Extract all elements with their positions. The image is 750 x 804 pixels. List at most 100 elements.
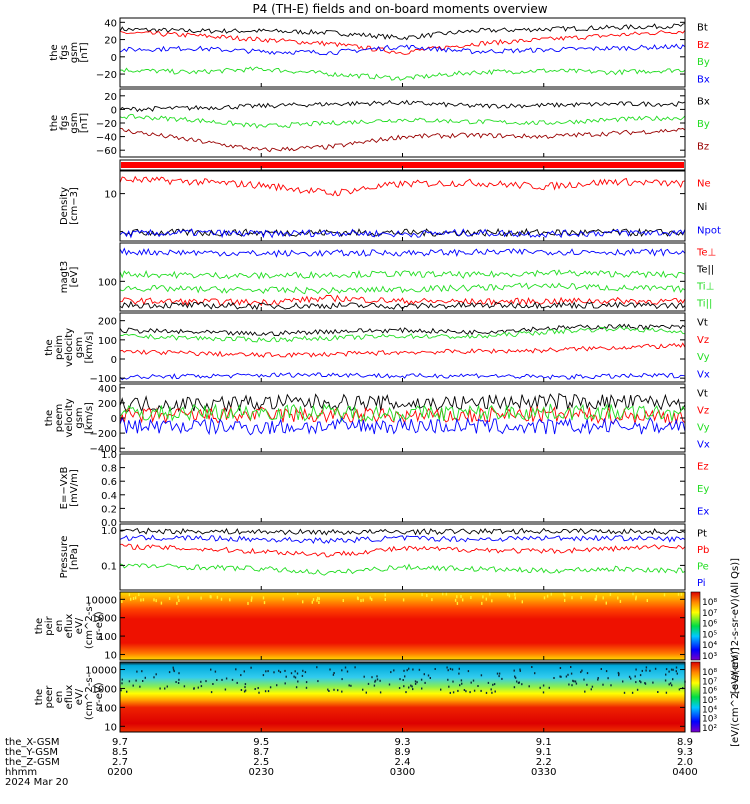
spectrogram-speck — [344, 666, 347, 669]
legend-entry: Ti|| — [696, 299, 712, 310]
spectrogram-speck — [316, 598, 318, 602]
spectrogram-speck — [403, 669, 405, 672]
spectrogram-speck — [329, 668, 331, 671]
spectrogram-speck — [416, 681, 418, 684]
ephemeris-value: 2.7 — [112, 757, 128, 768]
spectrogram-speck — [632, 592, 634, 596]
spectrogram-speck — [485, 691, 488, 694]
spectrogram-speck — [121, 678, 123, 681]
spectrogram-speck — [128, 680, 131, 683]
panel-frame — [119, 17, 686, 88]
spectrogram-speck — [269, 686, 272, 689]
spectrogram — [120, 592, 685, 660]
colorbar-tick-label: 10⁶ — [702, 687, 717, 697]
spectrogram-speck — [168, 671, 171, 674]
spectrogram-speck — [465, 690, 467, 693]
spectrogram-speck — [663, 593, 666, 597]
ephemeris-value: 9.5 — [253, 737, 269, 748]
spectrogram-speck — [276, 684, 278, 687]
legend-entry: Bx — [697, 96, 710, 107]
y-tick-label: 1.0 — [101, 450, 117, 461]
y-tick-label: 10 — [104, 650, 117, 661]
spectrogram-speck — [317, 680, 319, 683]
ephemeris-value: 8.7 — [253, 747, 269, 758]
spectrogram-speck — [565, 675, 568, 678]
ephemeris-row-label: the_X-GSM — [5, 737, 59, 748]
spectrogram-speck — [160, 601, 163, 605]
spectrogram-speck — [546, 594, 549, 598]
spectrogram-speck — [356, 596, 359, 600]
y-tick-label: 100 — [98, 632, 117, 643]
spectrogram-speck — [514, 592, 516, 596]
spectrogram-speck — [676, 672, 678, 675]
spectrogram-speck — [607, 677, 609, 680]
spectrogram-speck — [216, 595, 219, 599]
ephemeris-value: 9.3 — [395, 737, 411, 748]
y-tick-label: 1.0 — [101, 526, 117, 537]
y-axis-label-line: the — [44, 410, 55, 426]
spectrogram-speck — [257, 687, 259, 689]
spectrogram-speck — [140, 598, 142, 602]
series-line-Bx — [119, 99, 686, 113]
spectrogram-speck — [494, 690, 496, 693]
spectrogram-speck — [482, 595, 484, 599]
spectrogram-speck — [244, 689, 247, 692]
spectrogram-speck — [664, 679, 667, 682]
ephemeris-value: 8.5 — [112, 747, 128, 758]
y-axis-label: the peim velocity gsm [km/s] — [44, 328, 95, 367]
spectrogram-speck — [279, 671, 282, 674]
y-axis-label-line: fgs — [59, 115, 70, 130]
colorbar-tick-label: 10⁷ — [702, 677, 717, 687]
y-axis-label-line: [mV/m] — [69, 469, 80, 507]
spectrogram-speck — [337, 689, 339, 692]
x-tick-label: 0330 — [531, 767, 556, 778]
spectrogram-speck — [602, 683, 604, 686]
y-axis-label-line: eflux — [64, 685, 75, 710]
spectrogram-speck — [645, 666, 648, 669]
spectrogram-speck — [429, 677, 431, 679]
spectrogram-speck — [649, 669, 651, 672]
spectrogram-speck — [665, 691, 668, 694]
y-tick-label: −60 — [96, 146, 117, 157]
spectrogram-speck — [491, 691, 493, 694]
y-tick-label: 10 — [104, 190, 117, 201]
spectrogram-speck — [564, 593, 566, 597]
y-axis-label-line: [nT] — [79, 42, 90, 62]
spectrogram-speck — [318, 597, 320, 601]
panel-frame — [119, 312, 686, 383]
spectrogram-speck — [214, 670, 217, 673]
colorbar-gradient — [690, 591, 701, 661]
series-line-Te⊥ — [119, 294, 686, 307]
spectrogram-speck — [193, 687, 195, 690]
spectrogram-speck — [431, 598, 433, 602]
y-axis-label-line: gsm — [74, 337, 85, 358]
y-axis-label-line: [cm−3] — [69, 187, 80, 225]
spectrogram-speck — [290, 672, 293, 675]
spectrogram-speck — [469, 691, 471, 694]
legend: Ez Ey Ex — [697, 461, 709, 517]
y-axis-label: the peer en eflux eV/(cm^2-s-sr-eV) — [34, 673, 105, 720]
spectrogram-speck — [240, 674, 242, 677]
spectrogram-speck — [559, 675, 561, 678]
spectrogram-speck — [316, 666, 318, 669]
spectrogram-speck — [631, 691, 634, 694]
series-line-Ti|| — [119, 282, 686, 295]
spectrogram-speck — [560, 675, 562, 678]
spectrogram-speck — [360, 599, 362, 603]
legend-entry: Ni — [697, 202, 707, 213]
spectrogram-speck — [318, 601, 320, 604]
spectrogram-speck — [672, 678, 674, 681]
spectrogram-speck — [639, 680, 641, 683]
spectrogram-speck — [644, 682, 646, 684]
spectrogram-speck — [168, 597, 171, 600]
spectrogram-speck — [403, 685, 405, 688]
spectrogram-speck — [480, 689, 482, 692]
spectrogram-speck — [571, 684, 573, 687]
spectrogram-speck — [574, 680, 577, 683]
spectrogram-speck — [459, 684, 461, 687]
legend-entry: Bx — [697, 74, 710, 85]
spectrogram-speck — [164, 687, 166, 690]
legend-entry: Vy — [697, 352, 710, 363]
